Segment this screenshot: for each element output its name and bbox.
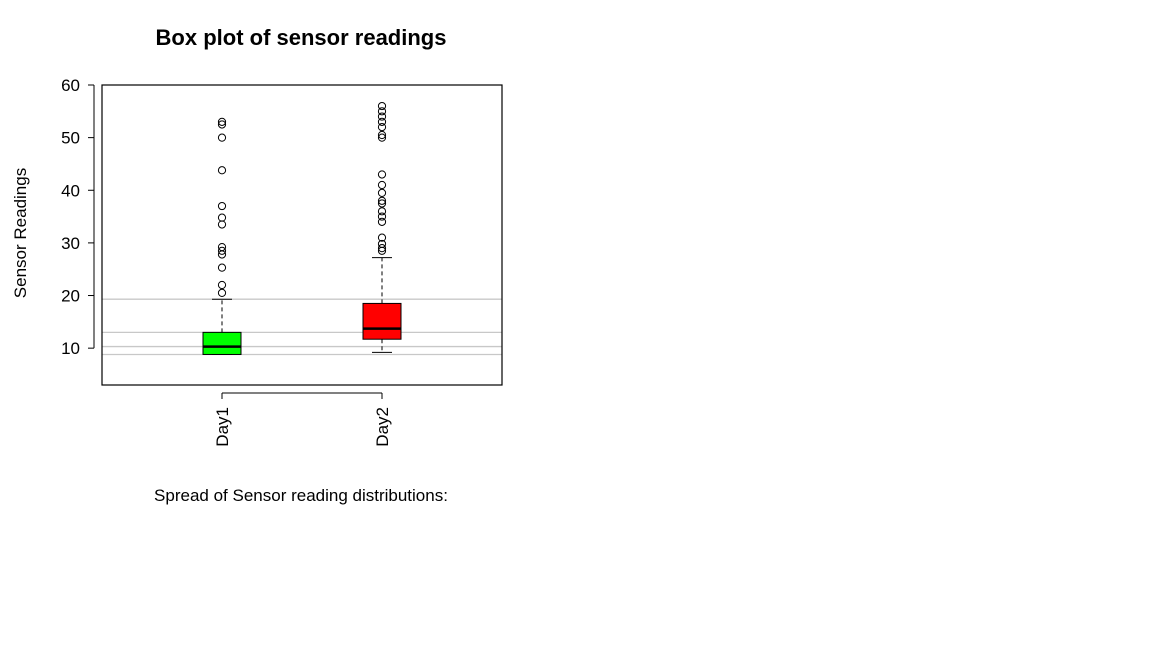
- outlier-point: [377, 123, 387, 132]
- box-2: [362, 101, 402, 353]
- outlier-point: [377, 212, 387, 221]
- outlier-point: [217, 246, 227, 255]
- outlier-point: [377, 199, 387, 208]
- chart-title: Box plot of sensor readings: [156, 25, 447, 50]
- y-tick-label: 40: [61, 181, 80, 200]
- y-axis: 10 20 30 40 50 60: [61, 76, 95, 358]
- outlier-point: [377, 188, 387, 197]
- outlier-point: [217, 120, 227, 129]
- y-tick-label: 20: [61, 287, 80, 306]
- outlier-point: [377, 170, 387, 179]
- outlier-point: [377, 196, 387, 205]
- outlier-point: [377, 117, 387, 126]
- outlier-point: [377, 239, 387, 249]
- outlier-point: [377, 244, 387, 253]
- outlier-point: [217, 213, 227, 222]
- box-iqr: [362, 302, 402, 340]
- y-tick-label: 60: [61, 76, 80, 95]
- outlier-point: [217, 243, 227, 252]
- y-tick-label: 10: [61, 339, 80, 358]
- outlier-point: [377, 107, 387, 116]
- outlier-point: [217, 117, 227, 126]
- outlier-point: [217, 133, 227, 142]
- outlier-point: [377, 101, 387, 111]
- reference-lines: [102, 298, 502, 356]
- outlier-point: [377, 233, 387, 242]
- outlier-point: [217, 166, 227, 175]
- outlier-point: [377, 112, 387, 121]
- box-1: [202, 117, 242, 355]
- y-axis-label: Sensor Readings: [11, 168, 30, 298]
- outlier-point: [217, 288, 227, 297]
- x-tick-label: Day2: [373, 407, 392, 447]
- plot-frame: [101, 84, 503, 386]
- outlier-point: [377, 130, 387, 140]
- y-tick-label: 50: [61, 129, 80, 148]
- x-tick-label: Day1: [213, 407, 232, 447]
- outlier-point: [377, 180, 387, 190]
- outlier-point: [377, 133, 387, 142]
- x-axis-label: Spread of Sensor reading distributions:: [154, 486, 448, 505]
- outlier-point: [377, 207, 387, 216]
- outlier-point: [377, 217, 387, 226]
- outlier-point: [217, 201, 227, 211]
- x-axis: Day1 Day2: [213, 392, 392, 447]
- y-tick-label: 30: [61, 234, 80, 253]
- box-iqr: [202, 331, 242, 355]
- boxes-group: [202, 101, 402, 355]
- outlier-point: [217, 280, 227, 290]
- outlier-point: [217, 263, 227, 272]
